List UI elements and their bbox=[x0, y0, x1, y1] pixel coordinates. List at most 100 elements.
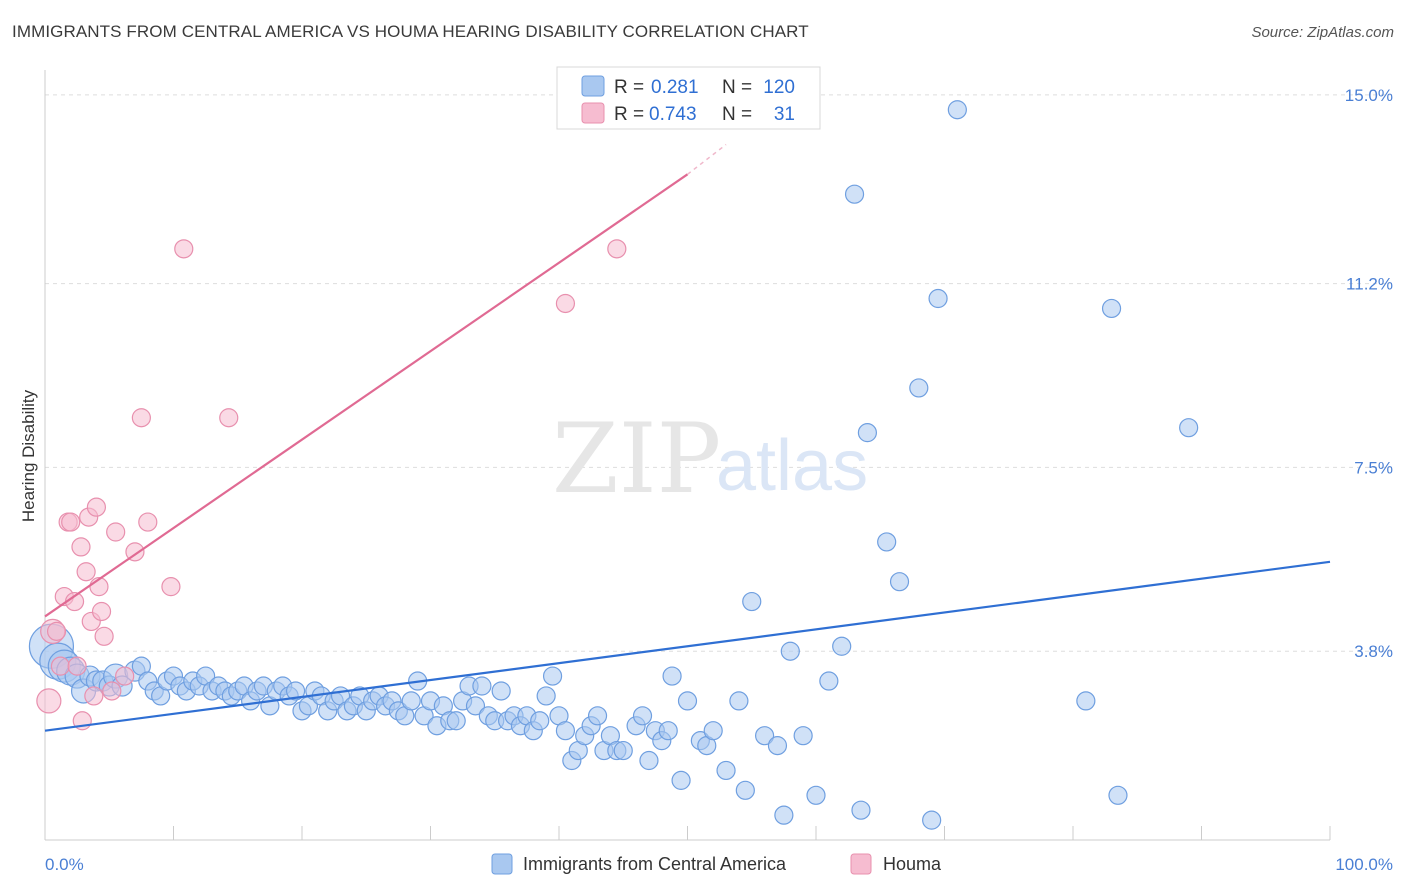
legend-n-label-1: N = bbox=[722, 77, 752, 98]
bottom-legend: Immigrants from Central America Houma bbox=[491, 853, 942, 875]
central-america-point bbox=[793, 726, 813, 746]
central-america-point bbox=[716, 760, 736, 781]
central-america-point bbox=[754, 726, 775, 746]
bottom-legend-label-1: Immigrants from Central America bbox=[523, 854, 787, 874]
central-america-point bbox=[555, 721, 576, 741]
watermark-zip: ZIP bbox=[552, 403, 721, 515]
y-tick-label-3: 15.0% bbox=[1345, 86, 1393, 105]
central-america-point bbox=[671, 770, 691, 790]
central-america-point bbox=[806, 785, 826, 805]
y-tick-label-2: 11.2% bbox=[1346, 275, 1393, 294]
central-america-point bbox=[446, 711, 466, 731]
central-america-point bbox=[780, 641, 800, 661]
houma-point bbox=[106, 522, 126, 542]
central-america-point bbox=[587, 706, 608, 726]
central-america-point bbox=[703, 721, 723, 741]
trendline-houma-extension bbox=[687, 143, 727, 175]
houma-point bbox=[94, 626, 114, 646]
x-tick-labels: 0.0% 100.0% bbox=[45, 855, 1393, 874]
trendline-houma bbox=[44, 173, 689, 618]
legend-r-value-1: 0.281 bbox=[651, 77, 699, 98]
legend-r-label-2: R = bbox=[614, 104, 644, 125]
houma-point bbox=[219, 408, 239, 428]
houma-point bbox=[61, 512, 81, 532]
houma-point bbox=[555, 293, 576, 314]
y-axis-label: Hearing Disability bbox=[19, 389, 38, 522]
central-america-point bbox=[285, 681, 306, 701]
watermark: ZIP atlas bbox=[552, 403, 868, 515]
trendline-central-america bbox=[44, 560, 1331, 732]
y-tick-label-0: 3.8% bbox=[1354, 642, 1393, 661]
houma-point bbox=[91, 601, 112, 622]
central-america-point bbox=[536, 686, 556, 706]
central-america-point bbox=[851, 800, 871, 820]
central-america-point bbox=[542, 666, 563, 686]
y-tick-labels: 3.8% 7.5% 11.2% 15.0% bbox=[1345, 86, 1393, 661]
central-america-point bbox=[677, 691, 698, 711]
legend-n-value-1: 120 bbox=[763, 77, 795, 98]
x-tick-label-1: 100.0% bbox=[1335, 855, 1393, 874]
houma-point bbox=[115, 666, 135, 686]
legend-n-label-2: N = bbox=[722, 104, 752, 125]
central-america-point bbox=[401, 691, 421, 711]
central-america-point bbox=[947, 100, 967, 120]
central-america-point bbox=[729, 691, 749, 711]
central-america-point bbox=[877, 532, 897, 552]
houma-point bbox=[174, 239, 194, 259]
central-america-point bbox=[662, 666, 682, 686]
central-america-point bbox=[465, 696, 486, 716]
central-america-point bbox=[613, 740, 633, 761]
central-america-point bbox=[491, 681, 511, 701]
central-america-point bbox=[844, 184, 865, 204]
trendlines bbox=[44, 143, 1331, 732]
houma-point bbox=[50, 656, 71, 676]
x-tick-label-0: 0.0% bbox=[45, 855, 84, 874]
houma-point bbox=[102, 681, 122, 701]
legend-swatch-blue bbox=[581, 75, 605, 97]
y-tick-label-1: 7.5% bbox=[1354, 458, 1393, 477]
houma-point bbox=[36, 688, 62, 714]
central-america-point bbox=[767, 736, 788, 756]
central-america-point bbox=[857, 423, 878, 443]
houma-point bbox=[46, 621, 67, 641]
central-america-point bbox=[1108, 785, 1128, 805]
bottom-legend-label-2: Houma bbox=[883, 854, 942, 874]
central-america-point bbox=[889, 572, 910, 592]
bottom-legend-swatch-blue bbox=[491, 853, 513, 875]
legend-r-label-1: R = bbox=[614, 77, 644, 98]
legend-n-value-2: 31 bbox=[774, 104, 795, 125]
bottom-legend-swatch-pink bbox=[850, 853, 872, 875]
houma-point bbox=[131, 408, 151, 428]
central-america-point bbox=[922, 810, 942, 830]
central-america-point bbox=[742, 591, 762, 612]
houma-point bbox=[71, 537, 91, 557]
houma-point bbox=[84, 686, 104, 706]
central-america-point bbox=[1179, 418, 1199, 438]
central-america-point bbox=[530, 711, 550, 731]
houma-point bbox=[138, 512, 158, 532]
legend-r-value-2: 0.743 bbox=[649, 104, 697, 125]
houma-point bbox=[607, 239, 627, 259]
legend-swatch-pink bbox=[581, 102, 605, 124]
houma-point bbox=[86, 497, 107, 517]
central-america-point bbox=[735, 780, 755, 800]
central-america-point bbox=[639, 750, 659, 771]
houma-point bbox=[76, 562, 96, 582]
central-america-point bbox=[832, 636, 852, 656]
houma-point bbox=[161, 577, 181, 597]
central-america-point bbox=[774, 805, 794, 825]
central-america-point bbox=[1101, 298, 1122, 319]
central-america-point bbox=[658, 721, 678, 741]
chart-source: Source: ZipAtlas.com bbox=[1251, 24, 1394, 41]
houma-point bbox=[67, 656, 87, 676]
central-america-point bbox=[909, 378, 929, 398]
central-america-point bbox=[632, 706, 653, 726]
watermark-atlas: atlas bbox=[716, 426, 868, 506]
central-america-point bbox=[928, 288, 948, 309]
central-america-point bbox=[1076, 691, 1096, 711]
stats-legend: R = 0.281 N = 120 R = 0.743 N = 31 bbox=[556, 66, 821, 130]
chart-title: IMMIGRANTS FROM CENTRAL AMERICA VS HOUMA… bbox=[12, 22, 809, 41]
central-america-point bbox=[472, 676, 492, 696]
central-america-point bbox=[819, 671, 839, 691]
